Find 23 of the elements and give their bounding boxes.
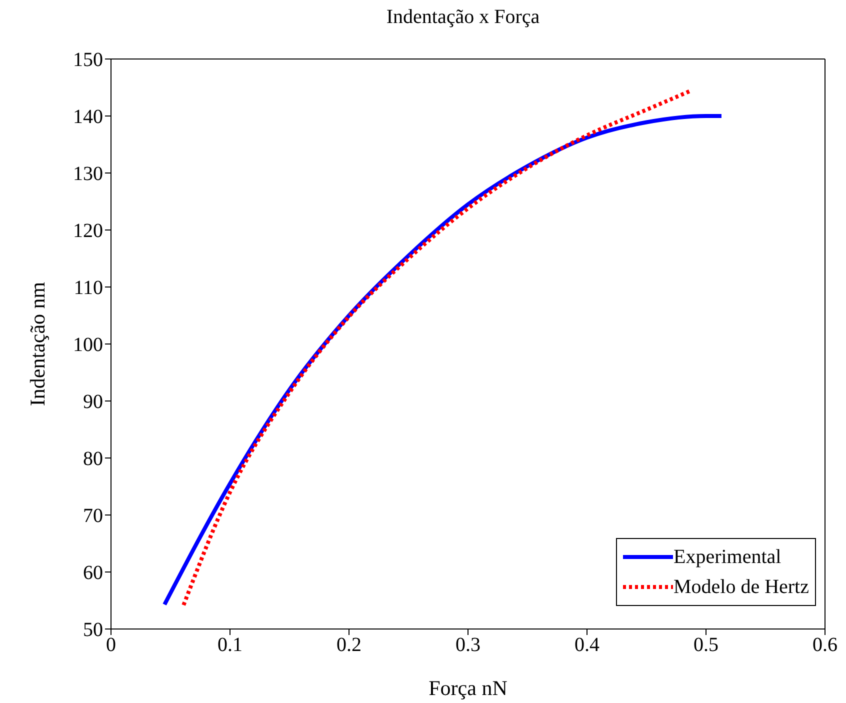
x-tick-label: 0.4	[574, 634, 600, 656]
legend-label: Modelo de Hertz	[673, 576, 809, 598]
x-axis-title: Força nN	[428, 676, 508, 700]
x-tick-label: 0	[106, 634, 116, 656]
y-tick-label: 90	[83, 391, 103, 414]
x-tick-label: 0.3	[456, 634, 480, 656]
y-tick-label: 70	[83, 505, 103, 528]
y-tick-label: 140	[73, 106, 103, 128]
y-tick-label: 80	[83, 448, 103, 470]
y-tick-label: 60	[83, 562, 103, 584]
y-tick-label: 110	[74, 277, 103, 300]
x-tick-label: 0.2	[336, 634, 362, 656]
y-tick-label: 50	[83, 619, 103, 642]
x-tick-label: 0.6	[812, 634, 838, 656]
x-tick-label: 0.5	[694, 634, 718, 656]
chart-title: Indentação x Força	[385, 6, 541, 29]
y-tick-label: 150	[73, 49, 103, 72]
y-tick-label: 120	[73, 220, 103, 242]
legend-label: Experimental	[673, 546, 782, 568]
y-axis-title: Indentação nm	[25, 282, 50, 406]
y-tick-label: 100	[73, 334, 103, 356]
y-tick-label: 130	[73, 163, 103, 186]
x-tick-label: 0.1	[218, 634, 242, 656]
